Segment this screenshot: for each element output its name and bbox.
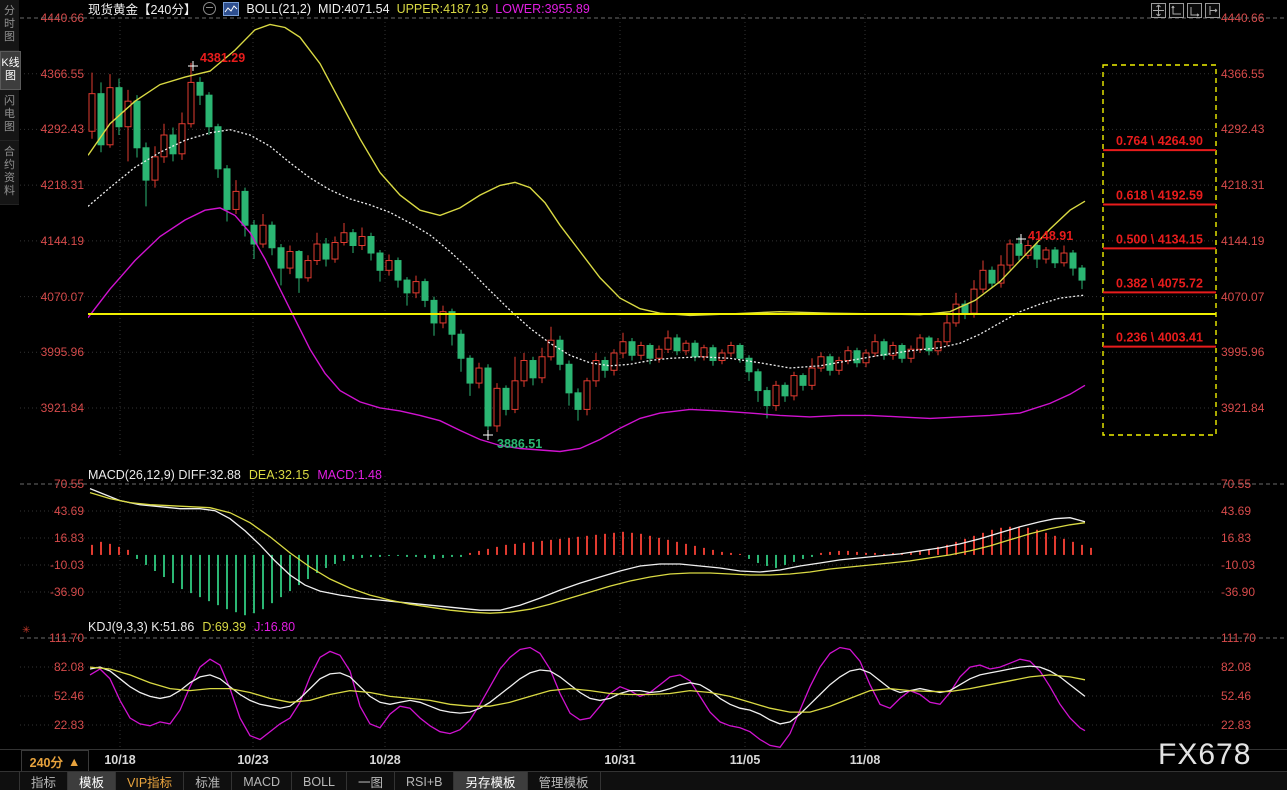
- y-axis-label: 4144.19: [1221, 233, 1265, 248]
- kdj-header: KDJ(9,3,3) K:51.86 D:69.39 J:16.80: [88, 620, 295, 634]
- fibonacci-box[interactable]: [1102, 64, 1217, 436]
- sidebar-item-chart-type[interactable]: 分时图: [0, 0, 19, 51]
- sidebar-item-chart-type[interactable]: 闪电图: [0, 90, 19, 141]
- period-label: 240分: [29, 756, 63, 770]
- tab-管理模板[interactable]: 管理模板: [528, 772, 601, 790]
- kdj-settings-icon[interactable]: ✳: [22, 625, 31, 636]
- y-axis-label: 111.70: [49, 631, 84, 645]
- macd-dea-value: DEA:32.15: [248, 468, 310, 482]
- y-axis-label: 4218.31: [40, 178, 84, 193]
- collapse-icon[interactable]: [203, 2, 217, 15]
- macd-diff-value: DIFF:32.88: [178, 468, 241, 482]
- sidebar-item-active[interactable]: K线图: [0, 51, 21, 90]
- date-tick-label: 10/23: [237, 753, 269, 767]
- chart-canvas[interactable]: 0.764 \ 4264.90 0.618 \ 4192.59 0.500 \ 41…: [0, 0, 1287, 750]
- y-axis-label: 43.69: [1221, 503, 1252, 518]
- period-selector[interactable]: 240分 ▲: [21, 750, 89, 772]
- fib-level-label: 0.618 \ 4192.59: [1116, 188, 1203, 202]
- y-axis-label: 4070.07: [1221, 289, 1265, 304]
- date-tick-label: 10/31: [604, 753, 636, 767]
- date-tick-label: 11/05: [729, 753, 761, 767]
- price-annotation: 4381.29: [200, 51, 245, 65]
- tab-BOLL[interactable]: BOLL: [292, 772, 347, 790]
- boll-label: BOLL(21,2): [246, 1, 311, 16]
- chart-type-sidebar: 分时图 K线图 闪电图 合约资料: [0, 0, 21, 205]
- date-tick-label: 10/18: [104, 753, 136, 767]
- fib-level-label: 0.236 \ 4003.41: [1116, 331, 1203, 345]
- tab-RSI+B[interactable]: RSI+B: [395, 772, 455, 790]
- boll-mid-value: MID:4071.54: [317, 1, 390, 16]
- boll-upper-value: UPPER:4187.19: [396, 1, 489, 16]
- fib-level-label: 0.382 \ 4075.72: [1116, 276, 1203, 290]
- y-axis-label: 70.55: [1221, 477, 1252, 491]
- y-axis-label: 4292.43: [1221, 122, 1265, 137]
- macd-panel: [89, 487, 1092, 616]
- main-candlestick-chart: [88, 23, 1086, 453]
- macd-grid: [20, 476, 1287, 616]
- macd-macd-value: MACD:1.48: [317, 468, 382, 482]
- tab-另存模板[interactable]: 另存模板: [454, 772, 528, 790]
- sidebar-item-chart-type[interactable]: 合约资料: [0, 141, 19, 205]
- kdj-grid: [20, 626, 1287, 748]
- tab-一图[interactable]: 一图: [347, 772, 395, 790]
- y-axis-zoom-icon[interactable]: [1169, 3, 1184, 18]
- window-control-icons: [1151, 3, 1220, 18]
- x-axis-zoom-icon[interactable]: [1187, 3, 1202, 18]
- y-axis-label: 4440.66: [1221, 11, 1265, 25]
- fib-level-label: 0.500 \ 4134.15: [1116, 232, 1203, 246]
- y-axis-label: 3995.96: [40, 345, 84, 360]
- y-axis-label: 22.83: [1221, 718, 1252, 732]
- date-tick-label: 10/28: [369, 753, 401, 767]
- macd-name: MACD(26,12,9): [88, 468, 175, 482]
- watermark: FX678: [1158, 738, 1252, 771]
- y-axis-label: 4366.55: [1221, 66, 1265, 81]
- price-annotation: 4148.91: [1028, 229, 1073, 243]
- indicator-chart-icon[interactable]: [223, 1, 240, 16]
- main-grid: [20, 14, 1287, 458]
- y-axis-label: 3921.84: [40, 401, 84, 415]
- tab-MACD[interactable]: MACD: [232, 772, 293, 790]
- price-annotation: 3886.51: [497, 437, 542, 451]
- y-axis-label: 4144.19: [40, 233, 84, 248]
- y-axis-label: -10.03: [49, 557, 84, 572]
- y-axis-label: 4292.43: [40, 122, 84, 137]
- kdj-j-value: J:16.80: [254, 620, 296, 634]
- tab-指标[interactable]: 指标: [19, 772, 69, 790]
- y-axis-label: -10.03: [1221, 557, 1256, 572]
- date-tick-label: 11/08: [849, 753, 881, 767]
- kdj-name: KDJ(9,3,3): [88, 620, 148, 634]
- y-axis-label: -36.90: [1221, 585, 1256, 599]
- tab-标准[interactable]: 标准: [184, 772, 233, 790]
- instrument-title: 现货黄金【240分】: [88, 3, 197, 17]
- y-axis-label: 3921.84: [1221, 401, 1265, 415]
- time-axis-bar: 240分 ▲ 10/18 10/23 10/28 10/31 11/05 11/08: [0, 749, 1287, 772]
- kdj-d-value: D:69.39: [202, 620, 247, 634]
- y-axis-label: 4070.07: [40, 289, 84, 304]
- fib-level-label: 0.764 \ 4264.90: [1116, 134, 1203, 148]
- y-axis-label: 52.46: [1221, 688, 1252, 703]
- y-axis-label: -36.90: [49, 585, 84, 599]
- expand-right-icon[interactable]: [1205, 3, 1220, 18]
- y-axis-label: 4218.31: [1221, 178, 1265, 193]
- pan-icon[interactable]: [1151, 3, 1166, 18]
- period-arrow-icon: ▲: [67, 754, 81, 769]
- y-axis-label: 16.83: [1221, 530, 1252, 545]
- tab-模板[interactable]: 模板: [68, 772, 117, 790]
- y-axis-label: 82.08: [1221, 659, 1252, 674]
- indicator-tab-bar: 指标 模板 VIP指标 标准 MACD BOLL 一图 RSI+B 另存模板 管理模板: [0, 771, 1287, 790]
- macd-header: MACD(26,12,9) DIFF:32.88 DEA:32.15 MACD:…: [88, 468, 382, 482]
- tab-VIP指标[interactable]: VIP指标: [116, 772, 185, 790]
- y-axis-label: 3995.96: [1221, 345, 1265, 360]
- kdj-k-value: K:51.86: [151, 620, 195, 634]
- kdj-panel: [89, 646, 1086, 748]
- chart-title-bar: 现货黄金【240分】 BOLL(21,2) MID:4071.54 UPPER:…: [88, 0, 590, 17]
- y-axis-label: 70.55: [53, 477, 84, 491]
- boll-lower-value: LOWER:3955.89: [495, 1, 590, 16]
- y-axis-label: 4366.55: [40, 66, 84, 81]
